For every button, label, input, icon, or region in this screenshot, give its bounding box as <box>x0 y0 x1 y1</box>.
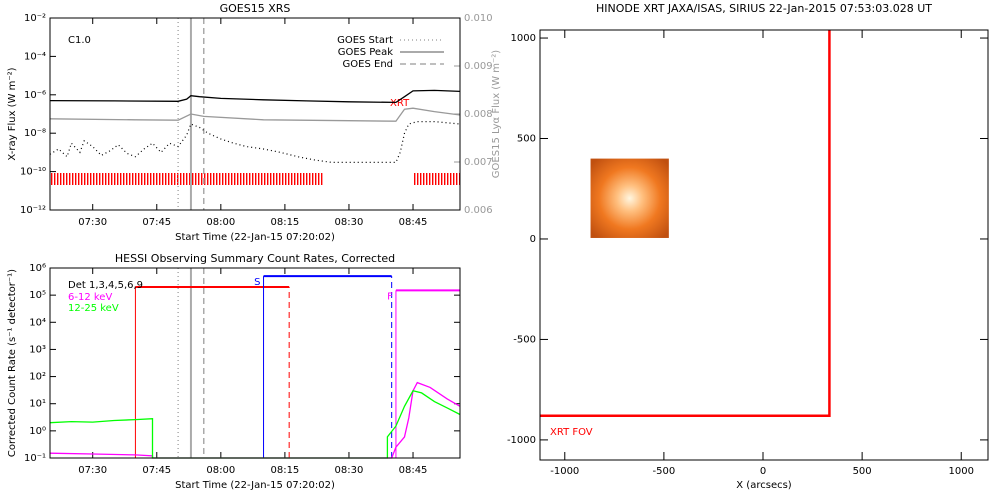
y-axis-label: Corrected Count Rate (s⁻¹ detector⁻¹) <box>7 269 18 457</box>
xrt-image <box>590 158 669 238</box>
y-tick-label: -1000 <box>507 435 536 446</box>
y2-tick-label: 0.010 <box>464 13 493 24</box>
legend-label: 12-25 keV <box>68 303 119 314</box>
observation-label: XRT <box>390 98 410 109</box>
x-tick-label: 08:15 <box>270 217 299 228</box>
y-tick-label: 0 <box>530 234 536 245</box>
flag-label: S <box>254 277 260 288</box>
y-tick-label: 10⁰ <box>29 426 46 437</box>
y-tick-label: -500 <box>513 334 536 345</box>
chart-title: HINODE XRT JAXA/ISAS, SIRIUS 22-Jan-2015… <box>596 2 932 15</box>
series-line <box>49 381 461 459</box>
legend-label: GOES End <box>343 59 393 70</box>
y-tick-label: 10⁻⁶ <box>24 90 46 101</box>
y-tick-label: 10³ <box>29 344 46 355</box>
y2-axis-label: GOES15 Lyα Flux (W m⁻²) <box>491 50 502 178</box>
y-tick-label: 500 <box>517 134 536 145</box>
y-tick-label: 10¹ <box>29 399 46 410</box>
series-line <box>49 89 461 104</box>
x-tick-label: 08:45 <box>399 217 428 228</box>
x-tick-label: 500 <box>853 466 872 477</box>
x-tick-label: 1000 <box>949 466 974 477</box>
legend-label: 6-12 keV <box>68 292 112 303</box>
annotation: C1.0 <box>68 35 91 46</box>
plot-frame <box>49 267 461 459</box>
y-tick-label: 10⁻⁸ <box>24 128 46 139</box>
chart-title: HESSI Observing Summary Count Rates, Cor… <box>115 252 395 265</box>
x-tick-label: 08:45 <box>399 465 428 476</box>
x-tick-label: 0 <box>760 466 766 477</box>
observation-interval <box>50 173 324 185</box>
y-tick-label: 10⁻² <box>24 13 46 24</box>
legend-label: GOES Start <box>337 35 393 46</box>
chart-title: GOES15 XRS <box>220 2 291 15</box>
x-tick-label: 08:00 <box>206 217 235 228</box>
y-tick-label: 10⁴ <box>29 317 46 328</box>
x-tick-label: 07:30 <box>78 465 107 476</box>
fov-outline <box>540 30 831 418</box>
y-tick-label: 10⁻¹ <box>24 453 46 464</box>
series-line <box>49 121 461 163</box>
plot-frame <box>539 29 989 461</box>
y-tick-label: 10⁻⁴ <box>24 51 46 62</box>
x-tick-label: -1000 <box>550 466 579 477</box>
y-tick-label: 10⁻¹² <box>20 205 46 216</box>
x-tick-label: 07:45 <box>142 217 171 228</box>
x-tick-label: 08:00 <box>206 465 235 476</box>
y-tick-label: 1000 <box>511 33 536 44</box>
y2-tick-label: 0.007 <box>464 157 493 168</box>
y-tick-label: 10⁶ <box>29 263 46 274</box>
plot-frame <box>49 17 461 211</box>
x-tick-label: 08:30 <box>335 217 364 228</box>
y2-tick-label: 0.006 <box>464 205 493 216</box>
observation-interval <box>413 173 460 185</box>
x-tick-label: 08:15 <box>270 465 299 476</box>
x-tick-label: -500 <box>653 466 676 477</box>
legend-title: Det 1,3,4,5,6,9 <box>68 280 143 291</box>
x-axis-label: Start Time (22-Jan-15 07:20:02) <box>175 480 335 491</box>
y-tick-label: 10² <box>29 372 46 383</box>
fov-label: XRT FOV <box>550 427 593 438</box>
y2-tick-label: 0.009 <box>464 61 493 72</box>
series-line <box>49 107 461 122</box>
y-axis-label: X-ray Flux (W m⁻²) <box>7 67 18 160</box>
x-axis-label: Start Time (22-Jan-15 07:20:02) <box>175 232 335 243</box>
y2-tick-label: 0.008 <box>464 109 493 120</box>
x-axis-label: X (arcsecs) <box>736 480 792 491</box>
series-line <box>49 390 461 459</box>
legend-label: GOES Peak <box>338 47 393 58</box>
y-tick-label: 10⁻¹⁰ <box>20 167 46 178</box>
x-tick-label: 07:45 <box>142 465 171 476</box>
x-tick-label: 08:30 <box>335 465 364 476</box>
flag-label: F <box>387 291 393 302</box>
x-tick-label: 07:30 <box>78 217 107 228</box>
y-tick-label: 10⁵ <box>29 290 46 301</box>
